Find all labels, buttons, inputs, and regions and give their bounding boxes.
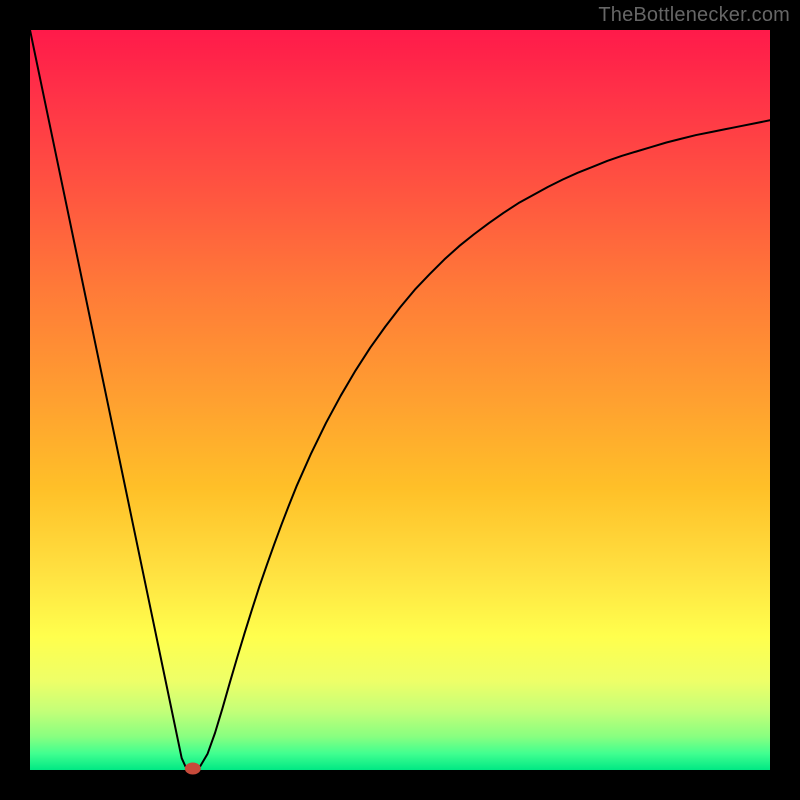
bottleneck-chart: TheBottlenecker.com: [0, 0, 800, 800]
chart-svg: [0, 0, 800, 800]
plot-background: [30, 30, 770, 770]
optimal-point-marker: [185, 763, 201, 775]
watermark-label: TheBottlenecker.com: [598, 4, 790, 27]
